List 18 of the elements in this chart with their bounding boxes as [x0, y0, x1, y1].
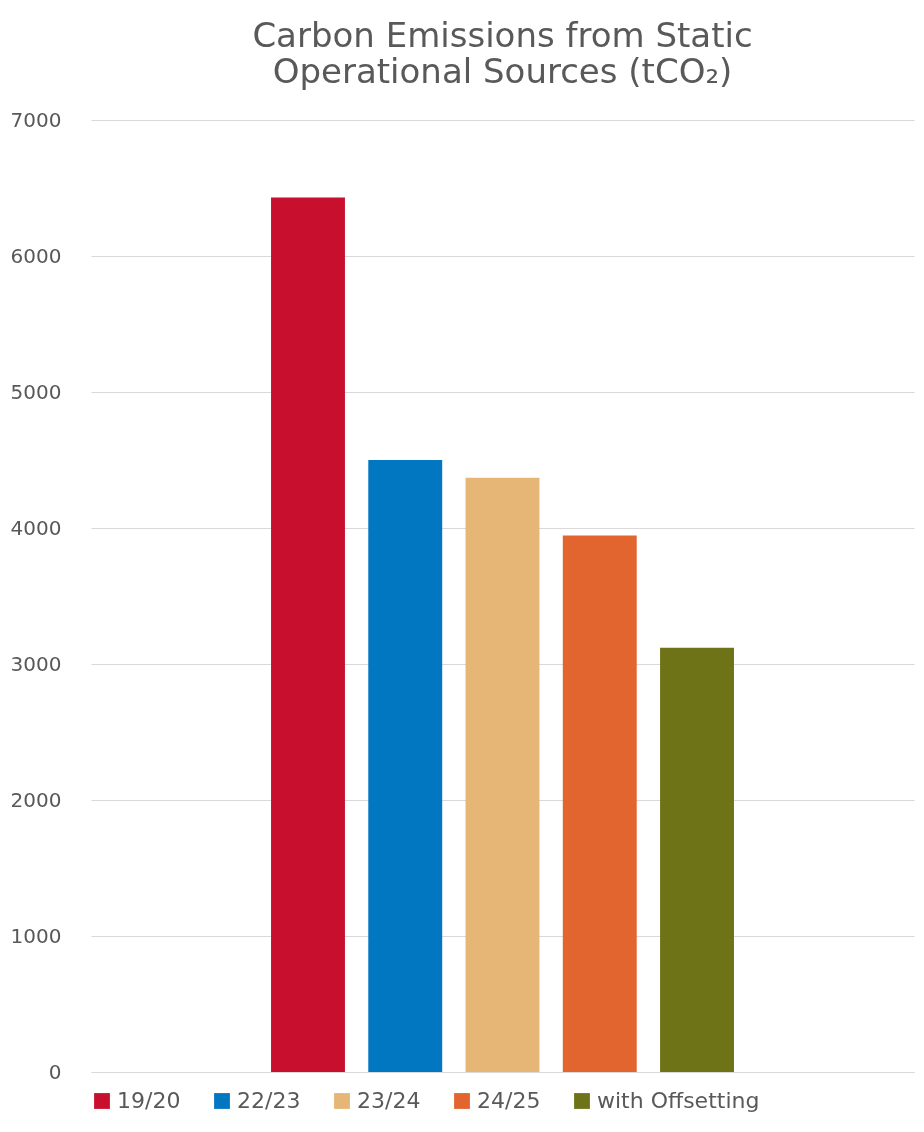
y-tick-label: 6000: [10, 243, 62, 268]
legend-label: 23/24: [357, 1088, 421, 1113]
bar: [465, 477, 540, 1072]
y-tick-label: 5000: [10, 379, 62, 404]
bar: [368, 460, 443, 1072]
y-tick-label: 7000: [10, 107, 62, 132]
bar: [660, 647, 734, 1072]
legend-label: with Offsetting: [597, 1088, 760, 1113]
y-tick-label: 0: [48, 1059, 62, 1084]
y-tick-label: 1000: [10, 923, 62, 948]
legend-label: 22/23: [237, 1088, 301, 1113]
legend-label: 24/25: [477, 1088, 541, 1113]
bar: [562, 535, 637, 1072]
legend-label: 19/20: [117, 1088, 181, 1113]
y-tick-label: 2000: [10, 787, 62, 812]
y-tick-label: 4000: [10, 515, 62, 540]
bar: [271, 197, 345, 1072]
y-tick-label: 3000: [10, 651, 62, 676]
